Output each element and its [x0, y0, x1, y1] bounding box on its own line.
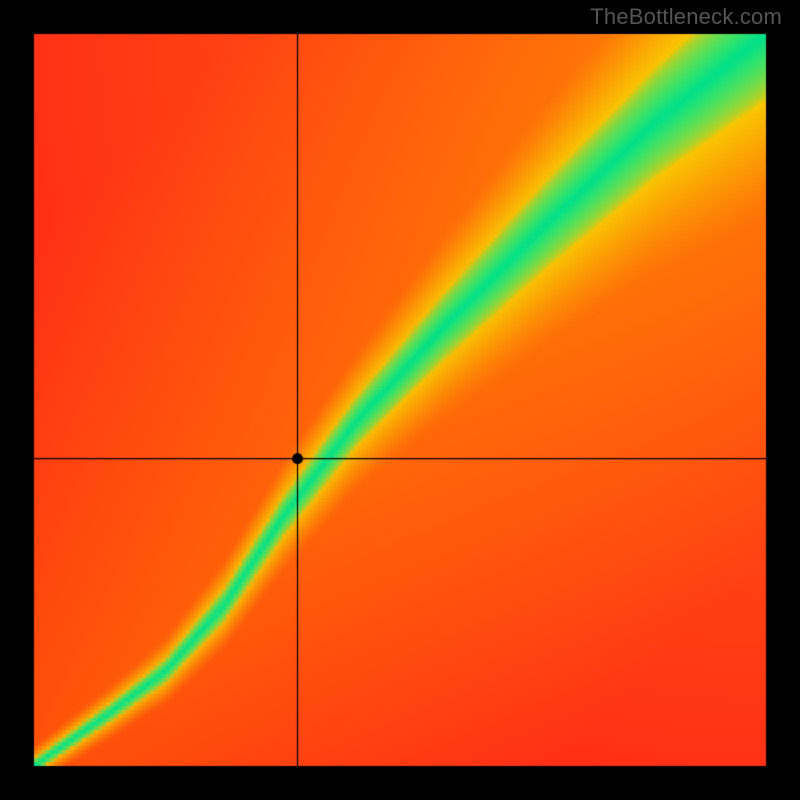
watermark-text: TheBottleneck.com — [590, 4, 782, 30]
chart-container: TheBottleneck.com — [0, 0, 800, 800]
bottleneck-heatmap — [0, 0, 800, 800]
